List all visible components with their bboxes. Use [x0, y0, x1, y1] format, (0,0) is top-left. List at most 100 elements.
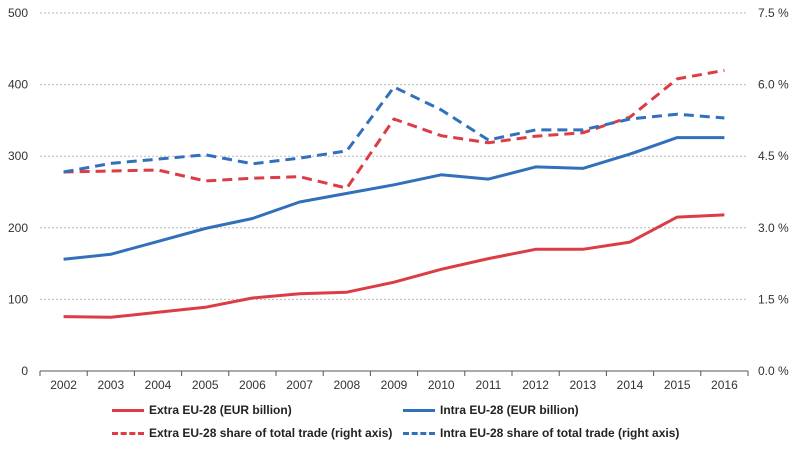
data-point [440, 268, 443, 271]
data-point [345, 187, 348, 190]
data-point [345, 192, 348, 195]
data-point [251, 177, 254, 180]
left-tick-label: 500 [8, 6, 28, 20]
legend-item-intra-eur[interactable]: Intra EU-28 (EUR billion) [403, 402, 579, 418]
data-point [62, 258, 65, 261]
data-point [440, 108, 443, 111]
data-point [393, 183, 396, 186]
left-axis: 0 100 200 300 400 500 [8, 6, 28, 378]
legend-label-intra-eur: Intra EU-28 (EUR billion) [440, 403, 579, 417]
data-point [676, 216, 679, 219]
data-point [157, 158, 160, 161]
data-point [157, 169, 160, 172]
x-axis: 2002 2003 2004 2005 2006 2007 2008 2009 2010 2011… [39, 370, 749, 392]
left-tick-label: 400 [8, 78, 28, 92]
left-tick-label: 200 [8, 221, 28, 235]
series-lines [62, 68, 726, 319]
x-tick-label: 2005 [192, 378, 219, 392]
data-point [251, 296, 254, 299]
data-point [723, 117, 726, 120]
x-tick-label: 2007 [286, 378, 313, 392]
data-point [629, 241, 632, 244]
data-point [62, 315, 65, 318]
data-point [62, 170, 65, 173]
data-point [109, 316, 112, 319]
x-tick-label: 2015 [664, 378, 691, 392]
series-line-1 [63, 136, 725, 261]
series-line-0 [63, 213, 725, 319]
x-tick-label: 2003 [97, 378, 124, 392]
legend-swatch-extra-eur [112, 408, 144, 412]
x-tick-label: 2008 [333, 378, 360, 392]
data-point [723, 213, 726, 216]
data-point [204, 153, 207, 156]
data-point [676, 77, 679, 80]
data-point [629, 153, 632, 156]
x-tick-label: 2016 [711, 378, 738, 392]
data-point [629, 117, 632, 120]
legend-swatch-intra-eur [403, 408, 435, 412]
data-point [534, 165, 537, 168]
data-point [534, 128, 537, 131]
right-tick-label: 3.0 % [758, 221, 789, 235]
x-tick-label: 2014 [617, 378, 644, 392]
data-point [440, 134, 443, 137]
series-line-3 [63, 85, 725, 174]
data-point [204, 180, 207, 183]
legend-label-intra-share: Intra EU-28 share of total trade (right … [440, 426, 680, 440]
x-tick-label: 2004 [145, 378, 172, 392]
data-point [440, 173, 443, 176]
right-tick-label: 7.5 % [758, 6, 789, 20]
legend-swatch-intra-share [403, 431, 435, 435]
data-point [534, 135, 537, 138]
right-tick-label: 0.0 % [758, 364, 789, 378]
legend-label-extra-eur: Extra EU-28 (EUR billion) [149, 403, 292, 417]
legend-label-extra-share: Extra EU-28 share of total trade (right … [149, 426, 393, 440]
data-point [157, 311, 160, 314]
data-point [393, 117, 396, 120]
left-tick-label: 100 [8, 292, 28, 306]
data-point [487, 178, 490, 181]
x-tick-label: 2013 [569, 378, 596, 392]
data-point [298, 201, 301, 204]
data-point [581, 131, 584, 134]
data-point [157, 240, 160, 243]
legend-item-intra-share[interactable]: Intra EU-28 share of total trade (right … [403, 425, 679, 441]
right-axis: 0.0 % 1.5 % 3.0 % 4.5 % 6.0 % 7.5 % [758, 6, 789, 378]
legend-item-extra-eur[interactable]: Extra EU-28 (EUR billion) [112, 402, 292, 418]
left-tick-label: 300 [8, 149, 28, 163]
right-tick-label: 4.5 % [758, 149, 789, 163]
data-point [298, 175, 301, 178]
data-point [109, 253, 112, 256]
data-point [251, 217, 254, 220]
data-point [534, 248, 537, 251]
data-point [393, 85, 396, 88]
data-point [298, 157, 301, 160]
data-point [298, 292, 301, 295]
data-point [487, 138, 490, 141]
legend-item-extra-share[interactable]: Extra EU-28 share of total trade (right … [112, 425, 392, 441]
data-point [676, 136, 679, 139]
data-point [109, 169, 112, 172]
x-tick-label: 2009 [381, 378, 408, 392]
x-tick-label: 2002 [50, 378, 77, 392]
x-tick-label: 2011 [475, 378, 501, 392]
x-tick-label: 2012 [522, 378, 549, 392]
gridlines [40, 12, 748, 300]
data-point [251, 162, 254, 165]
data-point [487, 141, 490, 144]
data-point [345, 291, 348, 294]
legend-swatch-extra-share [112, 431, 144, 435]
x-tick-label: 2010 [428, 378, 455, 392]
data-point [487, 257, 490, 260]
data-point [581, 128, 584, 131]
data-point [676, 113, 679, 116]
data-point [723, 136, 726, 139]
data-point [581, 248, 584, 251]
left-tick-label: 0 [21, 364, 28, 378]
x-tick-label: 2006 [239, 378, 266, 392]
right-tick-label: 1.5 % [758, 292, 789, 306]
data-point [723, 69, 726, 72]
